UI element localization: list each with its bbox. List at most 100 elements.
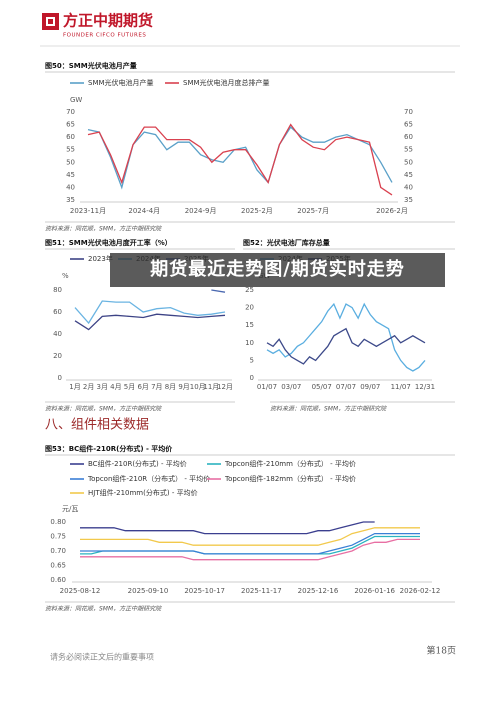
x-tick-label: 2024-4月: [128, 207, 160, 215]
y-tick-label: 40: [53, 330, 62, 338]
x-tick-label: 4月: [110, 383, 121, 391]
y-tick-label: 40: [66, 183, 75, 191]
y-tick-label: 0.75: [50, 533, 66, 541]
series-line: [74, 313, 226, 331]
y-tick-label: 15: [245, 321, 254, 329]
source-note: 资料来源：同花顺，SMM，方正中期研究院: [45, 405, 162, 413]
series-line: [211, 289, 226, 293]
y2-tick-label: 60: [404, 133, 413, 141]
series-line: [87, 126, 393, 190]
y-tick-label: 70: [66, 108, 75, 116]
legend-label: HJT组件-210mm(分布式) - 平均价: [88, 488, 198, 497]
legend-label: Topcon组件-210R（分布式） - 平均价: [87, 474, 210, 483]
x-tick-label: 7月: [151, 383, 162, 391]
y2-tick-label: 40: [404, 183, 413, 191]
source-note: 资料来源：同花顺，SMM，方正中期研究院: [270, 405, 387, 413]
y2-tick-label: 45: [404, 171, 413, 179]
y-tick-label: 0: [58, 374, 62, 382]
brand-en: FOUNDER CIFCO FUTURES: [63, 33, 146, 39]
y-tick-label: 0.80: [50, 518, 66, 526]
x-tick-label: 2025-12-16: [298, 587, 339, 595]
series-line: [266, 327, 426, 365]
section-heading: 八、组件相关数据: [45, 418, 149, 433]
y-tick-label: 10: [245, 339, 254, 347]
legend-label: SMM光伏电池月产量: [88, 78, 154, 87]
chart-title: 图53：BC组件-210R(分布式) - 平均价: [45, 444, 173, 453]
y-tick-label: 25: [245, 286, 254, 294]
y-tick-label: 5: [250, 356, 254, 364]
x-tick-label: 1月: [69, 383, 80, 391]
x-tick-label: 9月: [178, 383, 189, 391]
x-tick-label: 2026-02-12: [400, 587, 441, 595]
chart-title: 图51：SMM光伏电池月度开工率（%）: [45, 238, 172, 247]
x-tick-label: 2024-9月: [185, 207, 217, 215]
x-tick-label: 2023-11月: [70, 207, 106, 215]
x-tick-label: 2025-7月: [297, 207, 329, 215]
legend-label: SMM光伏电池月度总排产量: [183, 78, 270, 87]
y2-tick-label: 70: [404, 108, 413, 116]
series-line: [80, 527, 420, 546]
brand: 方正中期期货: [63, 12, 153, 30]
y2-tick-label: 35: [404, 196, 413, 204]
y-tick-label: 0.60: [50, 576, 66, 584]
x-tick-label: 03/07: [281, 383, 301, 391]
legend-label: Topcon组件-210mm（分布式） - 平均价: [224, 459, 356, 468]
y-tick-label: 0.65: [50, 562, 66, 570]
watermark: 期货最近走势图/期货实时走势: [110, 253, 445, 287]
x-tick-label: 3月: [97, 383, 108, 391]
y-tick-label: 55: [66, 146, 75, 154]
x-tick-label: 12月: [217, 383, 233, 391]
x-tick-label: 09/07: [360, 383, 380, 391]
y2-tick-label: 65: [404, 121, 413, 129]
x-tick-label: 11/07: [391, 383, 411, 391]
x-tick-label: 2026-2月: [376, 207, 408, 215]
logo-icon-core: [48, 19, 53, 24]
page-number: 第18页: [427, 645, 456, 657]
x-tick-label: 05/07: [312, 383, 332, 391]
x-tick-label: 8月: [165, 383, 176, 391]
y2-tick-label: 55: [404, 146, 413, 154]
legend-label: BC组件-210R(分布式) - 平均价: [88, 459, 187, 468]
y-tick-label: 45: [66, 171, 75, 179]
y-tick-label: 60: [53, 308, 62, 316]
x-tick-label: 2025-11-17: [241, 587, 282, 595]
source-note: 资料来源：同花顺，SMM，方正中期研究院: [45, 225, 162, 233]
x-tick-label: 12/31: [415, 383, 435, 391]
y-tick-label: 0.70: [50, 547, 66, 555]
series-line: [80, 538, 420, 561]
legend-label: Topcon组件-182mm（分布式） - 平均价: [224, 474, 356, 483]
x-tick-label: 10月: [190, 383, 206, 391]
y-tick-label: 65: [66, 121, 75, 129]
series-line: [266, 302, 426, 372]
y-tick-label: 80: [53, 286, 62, 294]
series-line: [74, 300, 226, 325]
chart-title: 图52：光伏电池厂库存总量: [243, 238, 330, 247]
series-line: [80, 521, 375, 535]
x-tick-label: 2025-09-10: [128, 587, 169, 595]
footer-note: 请务必阅读正文后的重要事项: [50, 652, 154, 662]
source-note: 资料来源：同花顺，SMM，方正中期研究院: [45, 605, 162, 613]
y-tick-label: 20: [245, 304, 254, 312]
series-line: [87, 123, 393, 196]
x-tick-label: 07/07: [336, 383, 356, 391]
series-line: [80, 532, 420, 555]
y-tick-label: 0: [250, 374, 254, 382]
y2-tick-label: 50: [404, 158, 413, 166]
y-tick-label: 20: [53, 352, 62, 360]
legend-label: 2023年: [88, 254, 113, 263]
y-tick-label: 50: [66, 158, 75, 166]
x-tick-label: 2025-10-17: [184, 587, 225, 595]
x-tick-label: 2025-08-12: [60, 587, 101, 595]
axis-unit: GW: [70, 96, 82, 104]
x-tick-label: 01/07: [257, 383, 277, 391]
x-tick-label: 2026-01-16: [354, 587, 395, 595]
x-tick-label: 11月: [203, 383, 219, 391]
axis-unit: %: [62, 272, 69, 280]
x-tick-label: 6月: [137, 383, 148, 391]
y-tick-label: 35: [66, 196, 75, 204]
y-tick-label: 60: [66, 133, 75, 141]
chart-title: 图50：SMM光伏电池月产量: [45, 61, 137, 70]
x-tick-label: 2月: [83, 383, 94, 391]
